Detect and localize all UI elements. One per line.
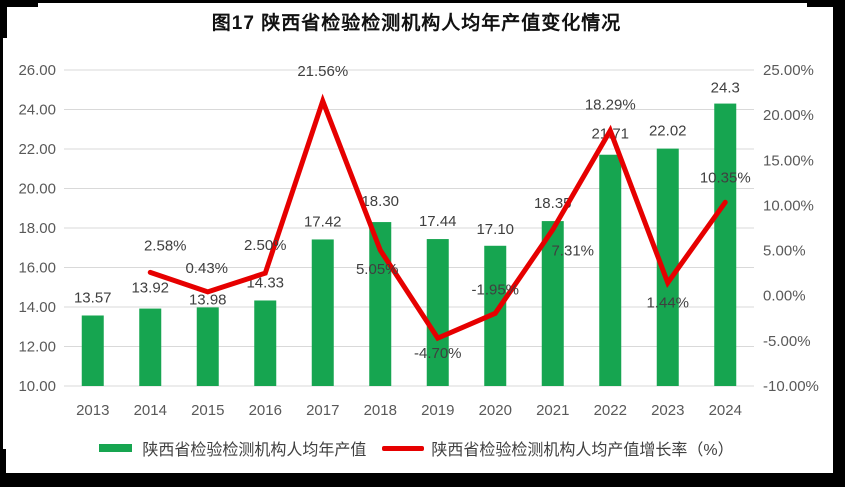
right-axis-tick: 20.00% bbox=[763, 107, 814, 124]
bar-value-label: 22.02 bbox=[649, 123, 687, 140]
line-value-label: -4.70% bbox=[414, 345, 462, 362]
left-axis-tick: 22.00 bbox=[18, 141, 56, 158]
chart-title: 图17 陕西省检验检测机构人均年产值变化情况 bbox=[211, 13, 622, 34]
frame-corner-mark bbox=[0, 0, 7, 38]
line-value-label: 18.29% bbox=[585, 97, 636, 114]
left-axis-tick: 20.00 bbox=[18, 181, 56, 198]
bar bbox=[599, 154, 622, 386]
frame-border-right bbox=[833, 0, 845, 487]
right-axis-tick: 10.00% bbox=[763, 197, 814, 214]
frame-border-top bbox=[0, 0, 845, 3]
right-axis-tick: 5.00% bbox=[763, 243, 806, 260]
frame-border-bottom bbox=[0, 473, 845, 487]
x-axis-label: 2018 bbox=[364, 402, 397, 419]
left-axis-tick: 14.00 bbox=[18, 299, 56, 316]
x-axis-label: 2024 bbox=[709, 402, 742, 419]
line-value-label: 5.05% bbox=[356, 261, 399, 278]
legend-bar-swatch-icon bbox=[99, 444, 133, 452]
right-axis-tick: -5.00% bbox=[763, 333, 811, 350]
chart-legend: 陕西省检验检测机构人均年产值 陕西省检验检测机构人均产值增长率（%） bbox=[0, 437, 833, 459]
x-axis-label: 2019 bbox=[421, 402, 454, 419]
right-axis-tick: 0.00% bbox=[763, 288, 806, 305]
bar-value-label: 13.98 bbox=[189, 291, 227, 308]
x-axis-label: 2016 bbox=[249, 402, 282, 419]
bar-value-label: 24.3 bbox=[711, 80, 740, 97]
bar bbox=[656, 148, 679, 386]
left-axis-tick: 10.00 bbox=[18, 378, 56, 395]
x-axis-label: 2014 bbox=[134, 402, 167, 419]
legend-bar-label: 陕西省检验检测机构人均年产值 bbox=[142, 442, 367, 459]
legend-line-swatch-icon bbox=[382, 445, 425, 451]
bar bbox=[81, 315, 104, 386]
x-axis-label: 2020 bbox=[479, 402, 512, 419]
line-value-label: 7.31% bbox=[551, 243, 594, 260]
left-axis-tick: 12.00 bbox=[18, 339, 56, 356]
bar bbox=[139, 308, 162, 386]
frame-corner-mark bbox=[0, 449, 6, 487]
bar bbox=[311, 239, 334, 386]
right-axis-tick: 15.00% bbox=[763, 152, 814, 169]
line-value-label: 10.35% bbox=[700, 169, 751, 186]
combo-chart: 26.00 24.00 22.00 20.00 18.00 16.00 14.00 12.00… bbox=[18, 62, 819, 419]
x-axis-label: 2015 bbox=[191, 402, 224, 419]
frame-corner-mark bbox=[0, 0, 38, 7]
line-value-label: 1.44% bbox=[646, 295, 689, 312]
line-value-label: 0.43% bbox=[185, 260, 228, 277]
line-value-label: 2.58% bbox=[144, 237, 187, 254]
legend-line-label: 陕西省检验检测机构人均产值增长率（%） bbox=[431, 442, 734, 459]
x-axis-label: 2021 bbox=[536, 402, 569, 419]
bar-value-label: 18.30 bbox=[361, 193, 399, 210]
frame-border-left bbox=[0, 0, 3, 487]
x-axis-label: 2013 bbox=[76, 402, 109, 419]
line-value-label: 2.50% bbox=[244, 237, 287, 254]
bar bbox=[541, 221, 564, 386]
left-axis-tick: 16.00 bbox=[18, 260, 56, 277]
x-axis-label: 2023 bbox=[651, 402, 684, 419]
left-axis-tick: 18.00 bbox=[18, 220, 56, 237]
bar-value-label: 18.35 bbox=[534, 195, 572, 212]
bar bbox=[714, 103, 737, 386]
bar bbox=[196, 307, 219, 386]
line-value-label: 21.56% bbox=[297, 63, 348, 80]
bar-value-label: 13.92 bbox=[131, 280, 169, 297]
bar bbox=[426, 239, 449, 386]
bar-value-label: 13.57 bbox=[74, 289, 112, 306]
x-axis-label: 2017 bbox=[306, 402, 339, 419]
bar-value-label: 17.10 bbox=[476, 221, 514, 238]
bar-value-label: 17.42 bbox=[304, 213, 342, 230]
frame-corner-mark bbox=[807, 0, 845, 7]
right-axis-tick: -10.00% bbox=[763, 378, 819, 395]
right-axis-tick: 25.00% bbox=[763, 62, 814, 79]
growth-rate-line bbox=[147, 93, 728, 342]
left-axis-tick: 24.00 bbox=[18, 102, 56, 119]
bar-value-label: 17.44 bbox=[419, 213, 457, 230]
x-axis-label: 2022 bbox=[594, 402, 627, 419]
bar bbox=[254, 300, 277, 386]
left-axis-tick: 26.00 bbox=[18, 62, 56, 79]
line-value-label: -1.95% bbox=[471, 281, 519, 298]
